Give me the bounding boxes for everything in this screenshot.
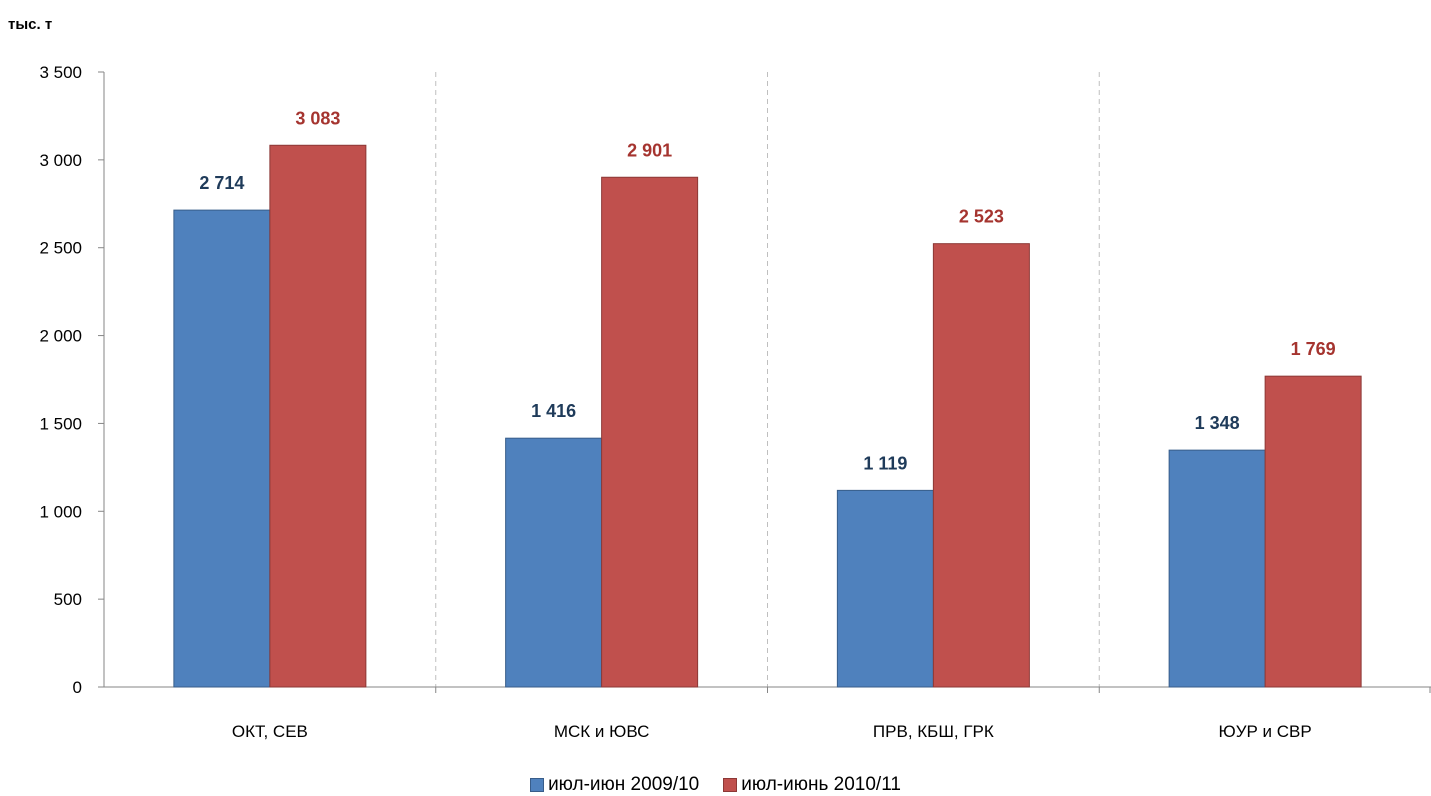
y-tick-label: 2 500 bbox=[39, 239, 82, 258]
bar bbox=[1168, 449, 1266, 688]
data-label: 3 083 bbox=[295, 108, 340, 128]
legend-item-series-1: июл-июн 2009/10 bbox=[530, 774, 699, 796]
legend: июл-июн 2009/10 июл-июнь 2010/11 bbox=[0, 774, 1431, 796]
y-tick-label: 1 500 bbox=[39, 414, 82, 433]
data-label: 2 523 bbox=[959, 207, 1004, 227]
data-label: 1 769 bbox=[1291, 339, 1336, 359]
data-label: 1 119 bbox=[863, 453, 907, 473]
bar bbox=[1264, 375, 1362, 688]
x-category-label: МСК и ЮВС bbox=[554, 722, 650, 741]
legend-swatch-series-2 bbox=[723, 778, 738, 792]
data-label: 2 901 bbox=[627, 140, 672, 160]
x-category-label: ПРВ, КБШ, ГРК bbox=[873, 722, 994, 741]
legend-label-series-1: июл-июн 2009/10 bbox=[548, 774, 700, 795]
bar bbox=[505, 437, 603, 688]
bar bbox=[269, 144, 367, 688]
y-tick-label: 3 000 bbox=[39, 151, 82, 170]
bar bbox=[601, 176, 699, 688]
legend-swatch-series-1 bbox=[530, 778, 545, 792]
bar bbox=[836, 489, 934, 688]
bar bbox=[932, 243, 1030, 688]
data-label: 1 416 bbox=[531, 401, 576, 421]
bar bbox=[173, 209, 271, 688]
data-label: 2 714 bbox=[199, 173, 244, 193]
y-tick-label: 0 bbox=[73, 678, 82, 697]
legend-label-series-2: июл-июнь 2010/11 bbox=[741, 774, 901, 795]
legend-item-series-2: июл-июнь 2010/11 bbox=[723, 774, 901, 796]
x-category-label: ЮУР и СВР bbox=[1219, 722, 1312, 741]
x-category-label: ОКТ, СЕВ bbox=[232, 722, 308, 741]
y-tick-label: 2 000 bbox=[39, 327, 82, 346]
y-axis-unit-label: тыс. т bbox=[8, 16, 53, 33]
y-tick-label: 1 000 bbox=[39, 502, 82, 521]
data-label: 1 348 bbox=[1195, 413, 1240, 433]
y-tick-label: 500 bbox=[54, 590, 82, 609]
y-tick-label: 3 500 bbox=[39, 63, 82, 82]
